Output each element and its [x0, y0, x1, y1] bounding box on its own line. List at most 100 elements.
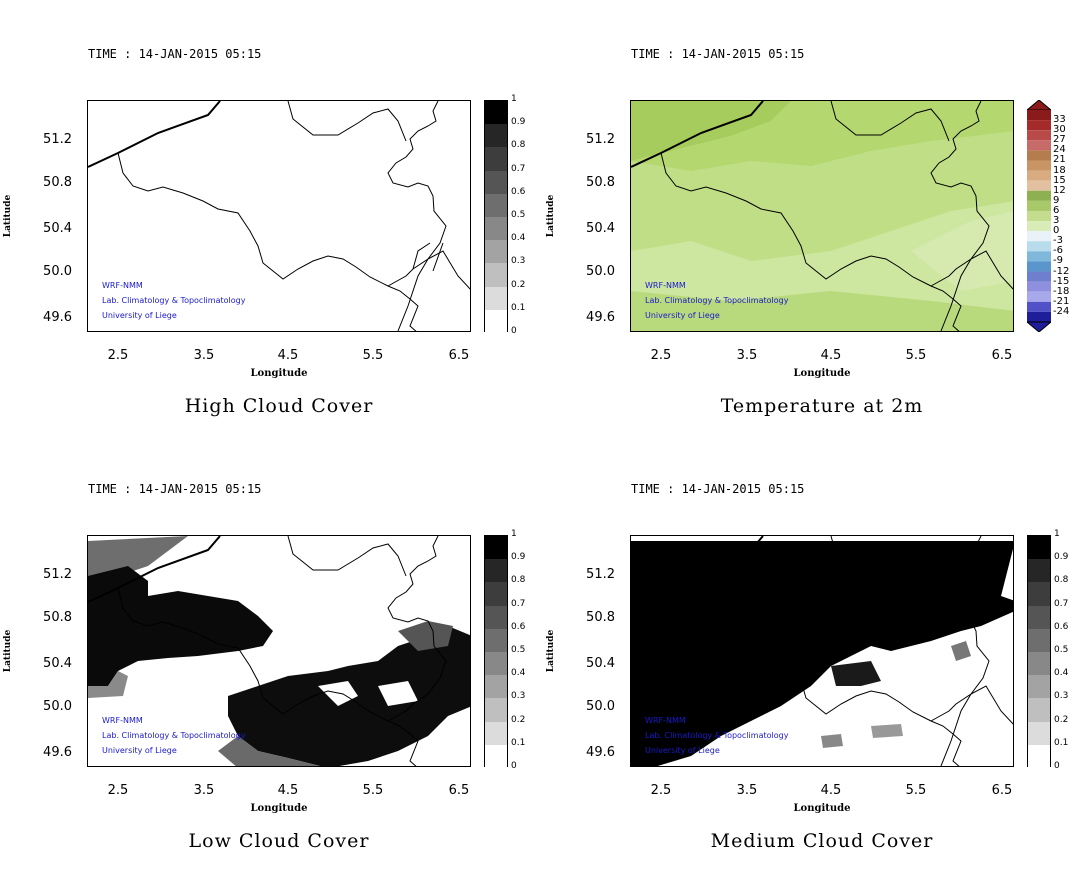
x-tick-label: 2.5 [650, 783, 672, 798]
x-tick-label: 4.5 [820, 783, 842, 798]
y-tick-label: 50.4 [43, 656, 72, 671]
colorbar-segment [485, 582, 507, 606]
colorbar-segment [1027, 110, 1051, 121]
y-tick-label: 49.6 [43, 745, 72, 760]
x-tick-label: 2.5 [650, 348, 672, 363]
colorbar-label: 0.6 [1054, 621, 1069, 632]
credit-line-2: Lab. Climatology & Topoclimatology [645, 296, 789, 305]
y-tick-label: 49.6 [586, 745, 615, 760]
credit-line-2: Lab. Climatology & Topoclimatology [102, 731, 246, 740]
y-tick-label: 50.0 [586, 264, 615, 279]
colorbar-segment [1027, 170, 1051, 181]
colorbar-segment [485, 744, 507, 768]
panel-temperature-2m: TIME : 14-JAN-2015 05:15 WRF-NMM Lab. Cl… [543, 0, 1086, 434]
panel-medium-cloud-cover: TIME : 14-JAN-2015 05:15 WRF-NMM Lab. Cl… [543, 435, 1086, 869]
colorbar-label: 0.1 [511, 302, 526, 313]
coastline [631, 101, 764, 168]
colorbar-label: 0.6 [511, 621, 526, 632]
colorbar-segment [485, 170, 507, 194]
coastline [88, 536, 221, 603]
colorbar [484, 535, 508, 768]
y-tick-label: 49.6 [586, 310, 615, 325]
colorbar-label: -24 [1053, 305, 1070, 317]
map-svg [88, 101, 470, 331]
colorbar-segment [485, 536, 507, 560]
x-tick-label: 5.5 [905, 783, 927, 798]
time-label: TIME : 14-JAN-2015 05:15 [88, 482, 262, 496]
y-axis-label: Latitude [546, 194, 556, 238]
time-label: TIME : 14-JAN-2015 05:15 [88, 47, 262, 61]
colorbar-label: 0.7 [511, 598, 526, 609]
medium-cloud-dots-1 [821, 734, 843, 748]
colorbar-label: 0.2 [511, 279, 526, 290]
colorbar-label: 15 [1053, 174, 1066, 186]
colorbar-segment [485, 101, 507, 125]
x-tick-label: 3.5 [193, 348, 215, 363]
temp-band-mid [631, 101, 1013, 171]
colorbar-segment [1027, 271, 1051, 282]
colorbar-segment [1027, 210, 1051, 222]
belgium-border [660, 536, 990, 766]
colorbar-label: 24 [1053, 144, 1066, 156]
map-svg [631, 101, 1013, 331]
x-axis-label: Longitude [250, 803, 308, 814]
colorbar-label: 0.8 [511, 140, 526, 151]
colorbar-segment [485, 675, 507, 699]
colorbar-segment [485, 628, 507, 652]
colorbar-segment [1027, 190, 1051, 201]
colorbar-segment [485, 698, 507, 722]
luxembourg-border [412, 242, 444, 272]
credit-line-2: Lab. Climatology & Topoclimatology [645, 731, 789, 740]
low-cloud-grey-edge-west [88, 671, 128, 698]
low-cloud-grey-ne [398, 621, 453, 651]
colorbar-segment [1027, 311, 1051, 322]
map-plot: WRF-NMM Lab. Climatology & Topoclimatolo… [87, 100, 471, 332]
colorbar-segment [485, 559, 507, 583]
colorbar-segment [1028, 721, 1050, 745]
colorbar-label: 27 [1053, 134, 1066, 146]
panel-high-cloud-cover: TIME : 14-JAN-2015 05:15 WRF-NMM Lab. Cl… [0, 0, 543, 434]
y-tick-label: 49.6 [43, 310, 72, 325]
germany-france-border [940, 250, 1013, 331]
belgium-border [117, 101, 447, 331]
colorbar-label: -18 [1053, 285, 1070, 297]
germany-france-border [940, 685, 1013, 766]
y-tick-label: 50.8 [586, 610, 615, 625]
colorbar-label: 1 [511, 529, 517, 539]
colorbar-segment [1028, 582, 1050, 606]
colorbar-segment [485, 193, 507, 217]
x-tick-label: 6.5 [991, 348, 1013, 363]
y-tick-label: 50.4 [586, 656, 615, 671]
colorbar-segment [1027, 281, 1051, 292]
panel-title: Low Cloud Cover [188, 830, 370, 852]
y-tick-label: 50.0 [43, 264, 72, 279]
time-label: TIME : 14-JAN-2015 05:15 [631, 47, 805, 61]
belgium-border [660, 101, 990, 331]
colorbar-label: 33 [1053, 114, 1066, 126]
x-tick-label: 2.5 [107, 348, 129, 363]
temperature-colorbar [1027, 100, 1051, 332]
colorbar-segment [1028, 605, 1050, 629]
x-tick-label: 5.5 [905, 348, 927, 363]
y-tick-label: 50.4 [43, 221, 72, 236]
y-tick-label: 50.8 [43, 175, 72, 190]
colorbar-label: 0 [511, 761, 517, 771]
colorbar-segment [1027, 221, 1051, 232]
panel-title: Medium Cloud Cover [710, 830, 934, 852]
map-plot: WRF-NMM Lab. Climatology & Topoclimatolo… [630, 535, 1014, 767]
colorbar-label: -3 [1053, 235, 1063, 247]
y-tick-label: 50.0 [43, 699, 72, 714]
colorbar-segment [1028, 744, 1050, 768]
panel-title: Temperature at 2m [720, 395, 924, 417]
colorbar-label: 0.8 [511, 575, 526, 586]
colorbar-segment [485, 263, 507, 287]
colorbar-segment [485, 652, 507, 676]
colorbar-label: -12 [1053, 265, 1070, 277]
colorbar-segment [1028, 559, 1050, 583]
x-tick-label: 3.5 [193, 783, 215, 798]
x-tick-label: 6.5 [991, 783, 1013, 798]
colorbar-segment [1028, 698, 1050, 722]
credit-line-1: WRF-NMM [102, 281, 143, 290]
credit-line-3: University of Liege [102, 311, 177, 320]
y-tick-label: 50.0 [586, 699, 615, 714]
